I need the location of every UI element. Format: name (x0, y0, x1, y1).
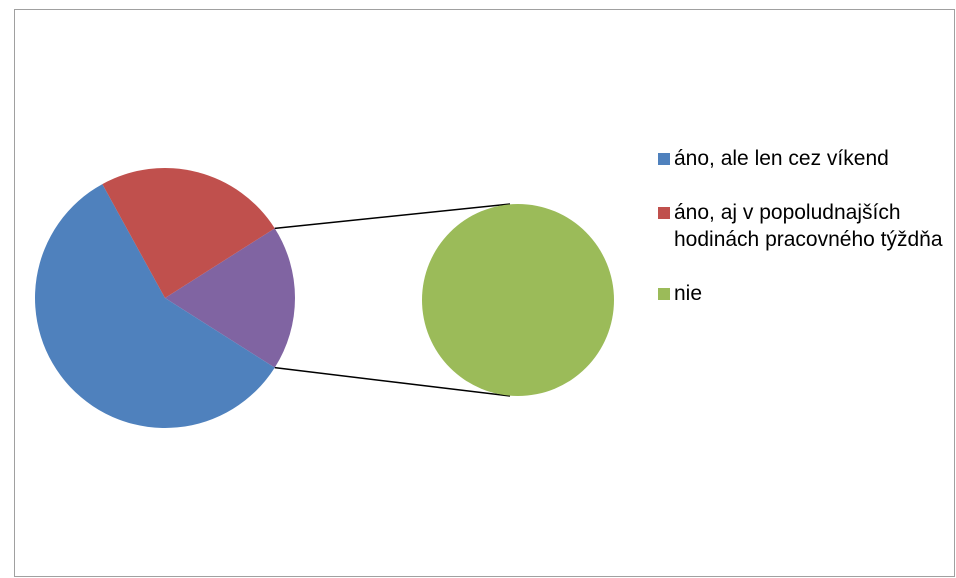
legend-swatch-2 (658, 288, 670, 300)
legend-label-2: nie (674, 282, 703, 305)
legend-item-2: nie (658, 280, 948, 307)
legend-item-1: áno, aj v popoludnajších hodinách pracov… (658, 199, 948, 253)
legend: áno, ale len cez víkend áno, aj v popolu… (658, 145, 948, 334)
pie-slice-2 (165, 228, 295, 368)
legend-swatch-0 (658, 153, 670, 165)
pie-slice-1 (102, 167, 275, 298)
legend-item-0: áno, ale len cez víkend (658, 145, 948, 172)
legend-swatch-1 (658, 207, 670, 219)
legend-label-0: áno, ale len cez víkend (674, 147, 889, 170)
connector-line-bottom (274, 366, 511, 397)
pie-slice-0 (34, 184, 275, 428)
secondary-pie-slice (422, 204, 614, 396)
connector-line-top (274, 203, 511, 230)
legend-label-1: áno, aj v popoludnajších hodinách pracov… (674, 201, 943, 251)
